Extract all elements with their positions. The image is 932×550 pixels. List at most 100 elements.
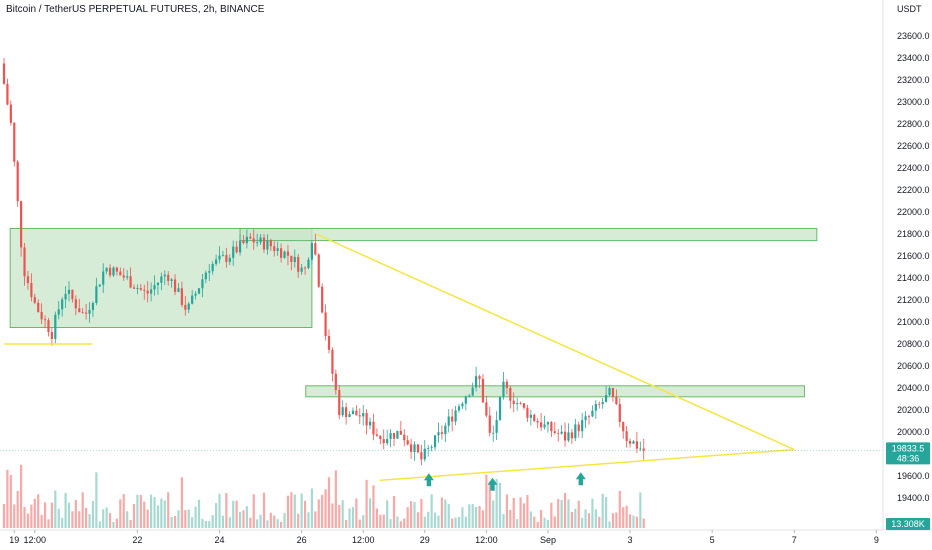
price-unit-label: USDT (897, 4, 922, 14)
candle-body (471, 387, 474, 396)
candle-body (485, 402, 488, 416)
volume-bar (160, 498, 163, 528)
volume-bar (574, 508, 577, 528)
candle-body (341, 407, 344, 416)
candle-body (386, 439, 389, 444)
volume-bar (225, 493, 228, 528)
volume-bar (61, 518, 64, 528)
volume-bar (461, 507, 464, 528)
candle-body (119, 271, 122, 276)
volume-bar (256, 519, 259, 528)
candle-body (389, 432, 392, 440)
trendline-0[interactable] (315, 233, 795, 451)
candle-body (605, 394, 608, 403)
volume-bar (98, 521, 101, 528)
candle-body (204, 272, 207, 280)
zones-layer (9, 228, 818, 398)
candle-body (194, 293, 197, 296)
candle-body (20, 201, 23, 248)
candle-body (416, 444, 420, 453)
volume-bar (163, 500, 166, 528)
price-axis[interactable]: 19400.0 19600.0 20000.0 20200.0 20400.0 20600… (897, 31, 930, 503)
volume-bar (303, 500, 307, 528)
volume-bar (488, 481, 491, 528)
candle-body (57, 309, 60, 315)
candle-body (512, 400, 515, 405)
candle-body (290, 255, 293, 262)
volume-bar (43, 502, 47, 528)
volume-bar (307, 512, 310, 528)
volume-bar (567, 499, 570, 528)
price-badge: 19833.548:36 (886, 442, 930, 465)
volume-bar (102, 509, 105, 528)
volume-bar (211, 515, 214, 528)
arrow-layer (423, 472, 586, 491)
volume-bar (410, 501, 413, 528)
volume-bar (372, 485, 375, 528)
candle-body (327, 336, 331, 350)
trendline-1[interactable] (379, 448, 795, 482)
candle-body (283, 251, 286, 258)
volume-value: 13.308K (891, 519, 925, 529)
candle-body (150, 289, 153, 294)
candle-body (235, 246, 238, 253)
candle-body (167, 274, 170, 281)
volume-bar (577, 500, 580, 528)
volume-badge: 13.308K (886, 518, 930, 530)
volume-bar (533, 516, 536, 528)
candle-body (245, 236, 248, 244)
candle-body (95, 286, 98, 303)
candle-body (184, 304, 187, 310)
candle-body (628, 440, 632, 444)
bar-countdown: 48:36 (897, 453, 920, 463)
volume-bar (498, 482, 502, 528)
candle-body (348, 414, 351, 418)
volume-bar (625, 505, 628, 528)
time-tick-label: Sep (540, 535, 556, 545)
candle-body (310, 243, 313, 260)
volume-bar (615, 512, 618, 528)
volume-bar (119, 499, 122, 528)
candle-body (187, 303, 190, 310)
candle-body (365, 413, 368, 426)
volume-bar (269, 512, 272, 528)
candle-body (23, 247, 26, 277)
volume-bar (95, 472, 98, 528)
volume-bar (447, 504, 450, 528)
volume-bar (85, 507, 88, 528)
volume-bar (358, 519, 361, 528)
volume-bar (509, 509, 512, 528)
volume-bar (262, 492, 266, 528)
volume-bar (6, 469, 9, 528)
candle-body (382, 439, 385, 444)
candle-body (85, 312, 88, 314)
volume-bar (122, 494, 125, 528)
volume-bar (642, 518, 645, 528)
candle-body (211, 263, 214, 272)
volume-bar (444, 499, 447, 528)
candle-body (105, 267, 108, 272)
candle-body (355, 410, 358, 416)
volume-bar (9, 475, 12, 528)
volume-bar (416, 512, 420, 528)
candle-body (581, 420, 584, 432)
candle-layer (2, 57, 645, 466)
time-axis[interactable]: 19 12:00 22 24 26 12:00 29 12:00 Sep 3 5 7 9 (9, 530, 879, 545)
volume-bar (362, 515, 365, 528)
volume-bar (591, 498, 594, 528)
candle-body (33, 297, 36, 303)
zone-box-2[interactable] (305, 385, 806, 398)
time-tick-label: 22 (132, 535, 142, 545)
volume-bar (464, 516, 467, 528)
volume-bar (632, 515, 635, 528)
volume-bar (550, 502, 553, 528)
candle-body (488, 415, 491, 433)
volume-bar (13, 504, 16, 528)
volume-bar (420, 498, 423, 528)
volume-bar (146, 509, 149, 528)
candle-body (550, 422, 553, 432)
volume-bar (78, 511, 81, 528)
candle-body (13, 122, 16, 162)
volume-bar (180, 477, 183, 528)
